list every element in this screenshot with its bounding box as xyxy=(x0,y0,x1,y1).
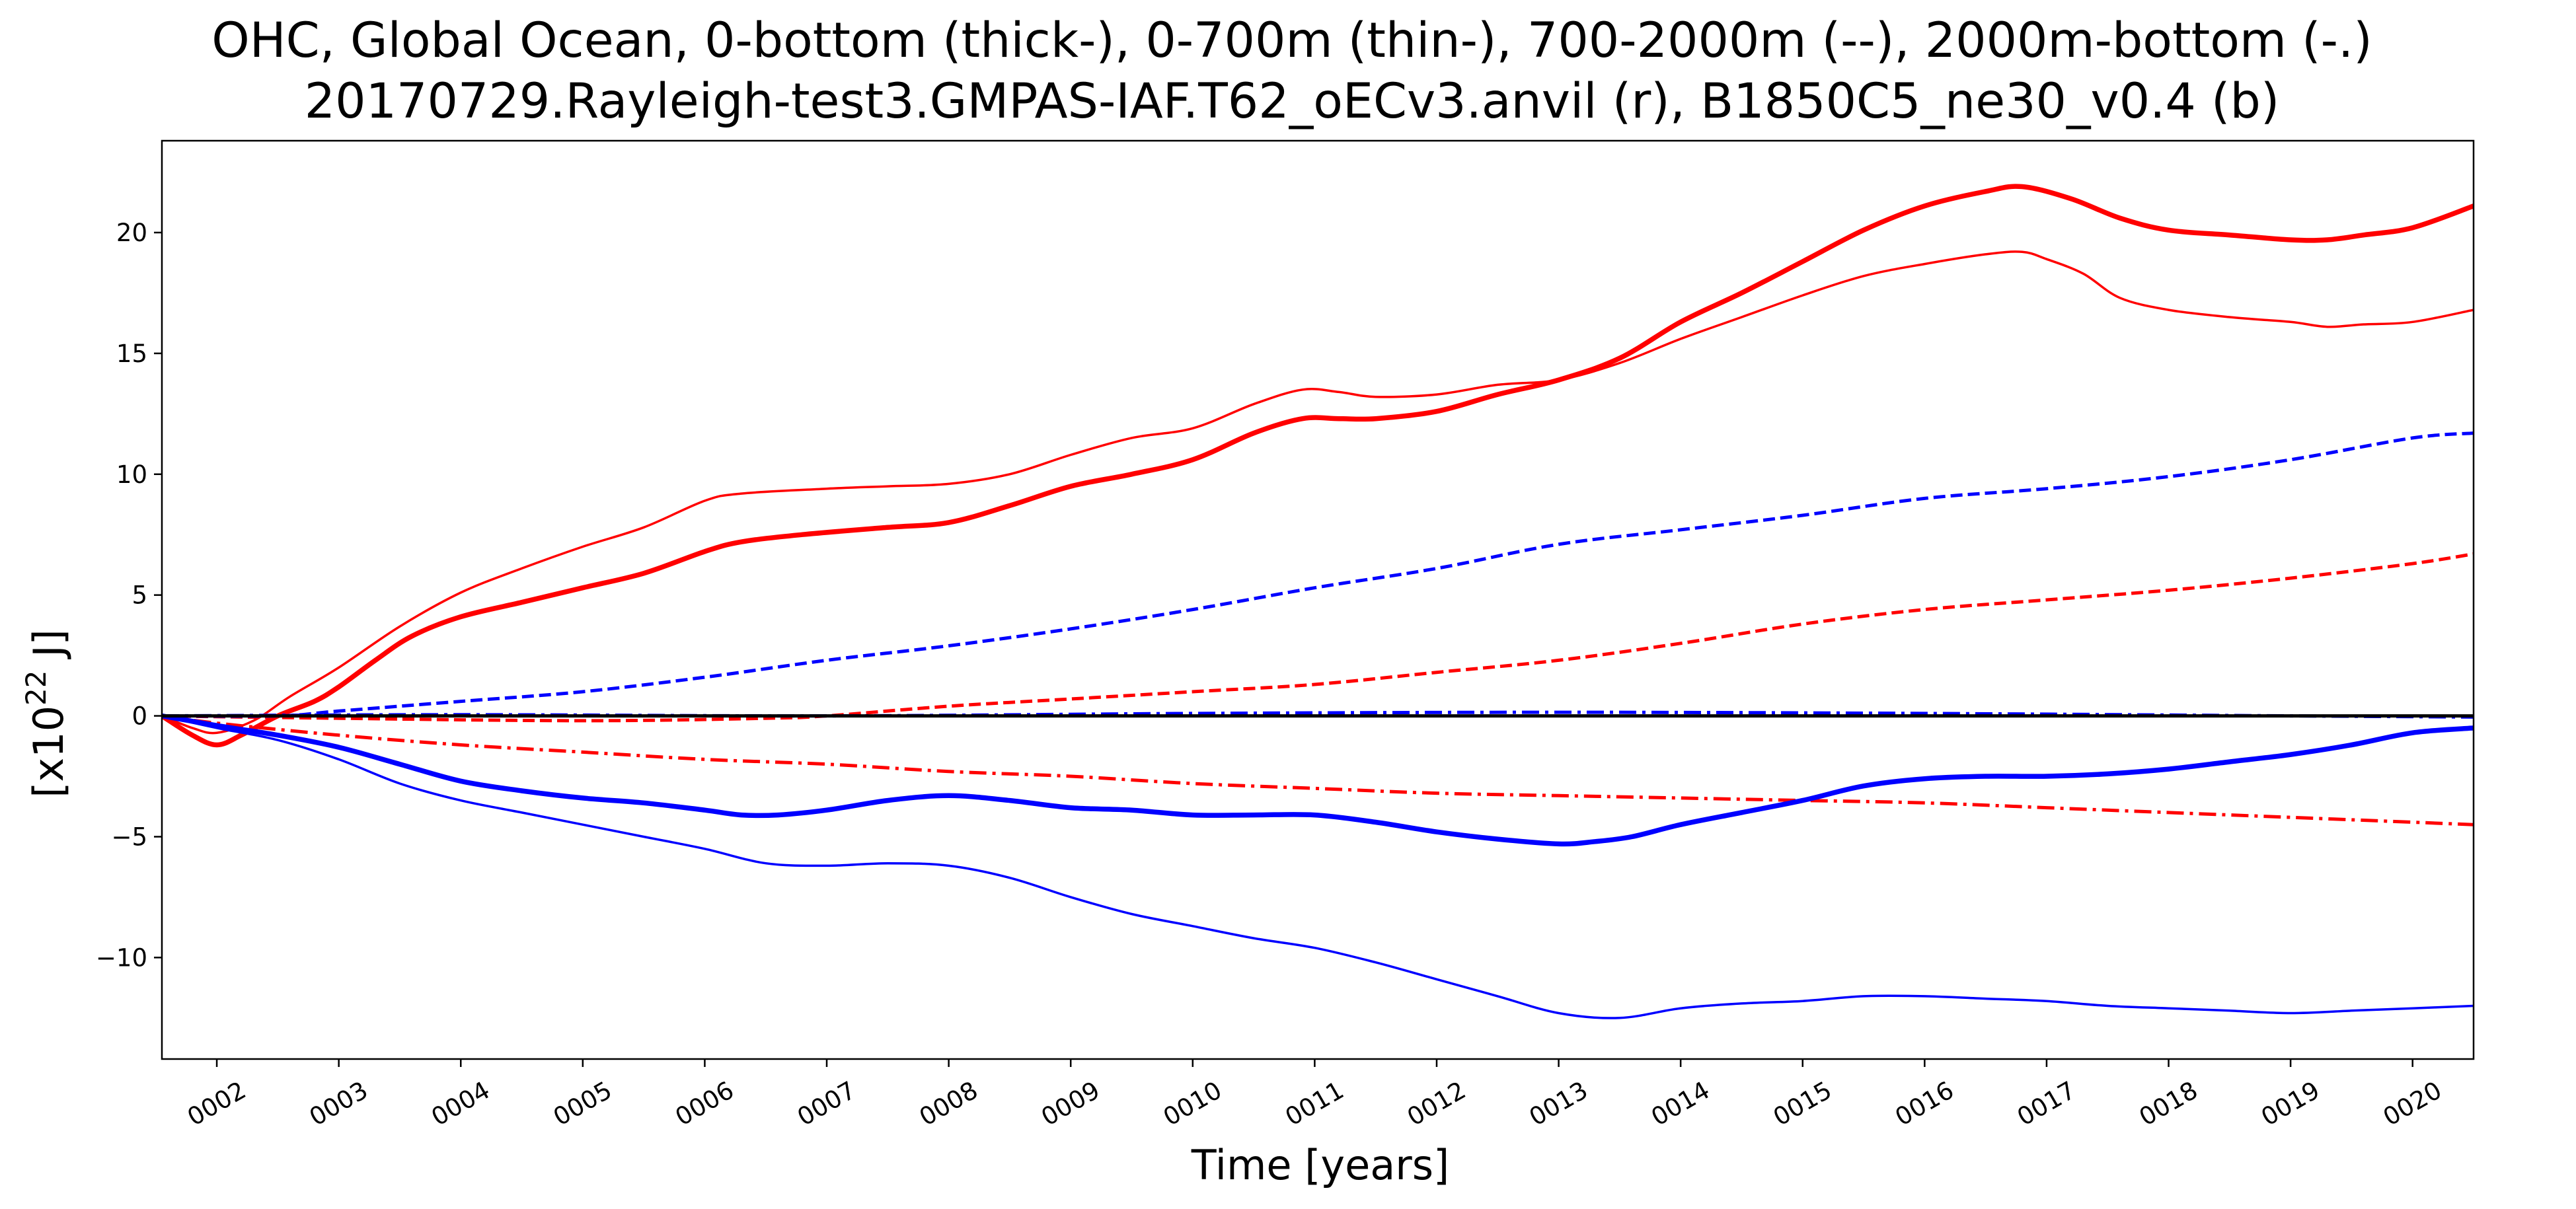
x-tick-label: 0014 xyxy=(1646,1076,1714,1131)
series-line-5 xyxy=(162,713,2474,847)
x-tick-label: 0017 xyxy=(2012,1076,2080,1131)
series-layer xyxy=(162,184,2474,1019)
series-line-4 xyxy=(162,714,2474,826)
series-line-8 xyxy=(162,710,2474,719)
x-tick-label: 0007 xyxy=(792,1076,860,1131)
x-axis: 0002 0003 0004 0005 0006 0007 0008 0009 0010 0011… xyxy=(182,1059,2446,1132)
y-tick-label: −5 xyxy=(111,823,147,851)
y-axis-label-base: [x10 xyxy=(24,706,73,798)
x-tick-label: 0002 xyxy=(182,1076,250,1131)
x-tick-label: 0006 xyxy=(671,1076,739,1131)
x-tick-label: 0020 xyxy=(2378,1076,2446,1131)
x-tick-label: 0013 xyxy=(1525,1076,1593,1131)
y-tick-label: 15 xyxy=(116,340,147,368)
y-tick-label: 20 xyxy=(116,219,147,247)
series-line-2 xyxy=(162,250,2474,735)
x-tick-label: 0016 xyxy=(1891,1076,1959,1131)
x-tick-label: 0010 xyxy=(1158,1076,1227,1131)
series-line-1 xyxy=(162,184,2474,748)
plot-area-frame xyxy=(161,139,2475,1060)
y-tick-label: 5 xyxy=(132,581,147,610)
series-line-6 xyxy=(162,714,2474,1019)
x-tick-label: 0012 xyxy=(1402,1076,1470,1131)
y-axis-label-exponent: 22 xyxy=(20,670,52,705)
x-tick-label: 0011 xyxy=(1281,1076,1349,1131)
chart-title: OHC, Global Ocean, 0-bottom (thick-), 0-… xyxy=(211,13,2372,69)
y-axis-label: [x1022 J] xyxy=(20,629,73,797)
x-tick-label: 0004 xyxy=(426,1076,494,1131)
x-tick-label: 0009 xyxy=(1036,1076,1104,1131)
series-line-3 xyxy=(162,552,2474,723)
chart-subtitle: 20170729.Rayleigh-test3.GMPAS-IAF.T62_oE… xyxy=(305,73,2280,129)
series-line-7 xyxy=(162,431,2474,718)
y-axis-label-unit: J] xyxy=(24,629,73,670)
y-tick-label: 0 xyxy=(132,702,147,731)
y-tick-label: −10 xyxy=(96,943,147,972)
y-tick-label: 10 xyxy=(116,460,147,489)
x-tick-label: 0005 xyxy=(549,1076,617,1131)
x-axis-label: Time [years] xyxy=(1191,1141,1449,1189)
x-tick-label: 0008 xyxy=(915,1076,983,1131)
x-tick-label: 0003 xyxy=(305,1076,373,1131)
y-axis: −10 −5 0 5 10 15 20 xyxy=(96,219,162,972)
x-tick-label: 0018 xyxy=(2135,1076,2203,1131)
x-tick-label: 0019 xyxy=(2256,1076,2324,1131)
x-tick-label: 0015 xyxy=(1768,1076,1837,1131)
